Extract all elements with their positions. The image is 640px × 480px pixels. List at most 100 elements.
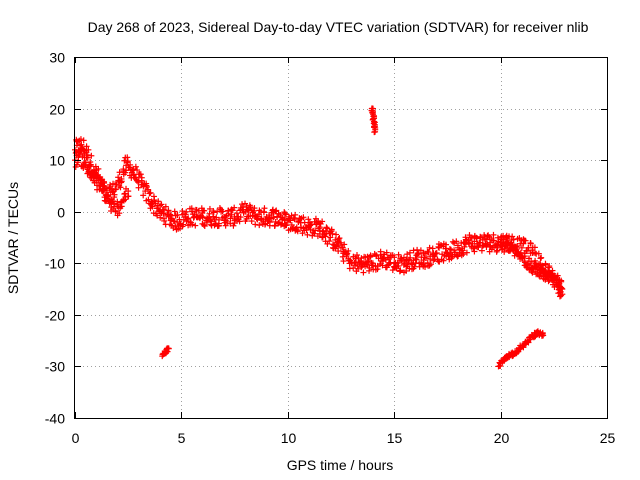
data-point — [542, 261, 549, 268]
y-tick-label: -10 — [45, 256, 65, 272]
data-point — [288, 221, 295, 228]
data-point — [125, 188, 132, 195]
data-point — [558, 285, 565, 292]
data-point — [147, 189, 154, 196]
data-point — [533, 264, 540, 271]
data-point — [121, 191, 128, 198]
data-point — [118, 178, 125, 185]
data-point — [227, 220, 234, 227]
data-point — [291, 216, 298, 223]
data-point — [283, 222, 290, 229]
data-point — [523, 248, 530, 255]
series-secondary-trace-late — [497, 235, 566, 300]
data-point — [490, 237, 497, 244]
data-point — [242, 200, 249, 207]
data-point — [455, 253, 462, 260]
data-points — [72, 105, 566, 370]
data-point — [145, 186, 152, 193]
data-point — [125, 193, 132, 200]
data-point — [95, 165, 102, 172]
data-point — [273, 207, 280, 214]
data-point — [192, 222, 199, 229]
data-point — [513, 246, 520, 253]
data-point — [525, 339, 532, 346]
data-point — [290, 214, 297, 221]
data-point — [471, 248, 478, 255]
y-tick-label: -30 — [45, 359, 65, 375]
data-point — [369, 109, 376, 116]
data-point — [215, 220, 222, 227]
data-point — [426, 262, 433, 269]
data-point — [161, 217, 168, 224]
data-point — [210, 209, 217, 216]
data-point — [443, 249, 450, 256]
data-point — [86, 167, 93, 174]
series-secondary-trace-early — [72, 147, 132, 219]
data-point — [394, 259, 401, 266]
data-point — [237, 214, 244, 221]
data-point — [287, 217, 294, 224]
data-point — [224, 218, 231, 225]
chart-title: Day 268 of 2023, Sidereal Day-to-day VTE… — [88, 19, 589, 35]
data-point — [88, 152, 95, 159]
data-point — [77, 136, 84, 143]
data-point — [115, 174, 122, 181]
data-point — [158, 201, 165, 208]
data-point — [341, 241, 348, 248]
data-point — [429, 245, 436, 252]
data-point — [183, 208, 190, 215]
data-point — [227, 215, 234, 222]
data-point — [424, 248, 431, 255]
data-point — [77, 148, 84, 155]
data-point — [91, 169, 98, 176]
x-tick-label: 25 — [600, 430, 616, 446]
data-point — [350, 265, 357, 272]
data-point — [261, 205, 268, 212]
data-point — [206, 205, 213, 212]
data-point — [184, 216, 191, 223]
data-point — [360, 269, 367, 276]
axis-ticks: 0 5 10 15 20 25 30 20 10 0 -10 -20 -30 -40 — [45, 50, 616, 447]
data-point — [559, 291, 566, 298]
data-point — [231, 204, 238, 211]
data-point — [453, 238, 460, 245]
data-point — [124, 159, 131, 166]
data-point — [84, 151, 91, 158]
data-point — [236, 218, 243, 225]
y-tick-label: 20 — [49, 102, 65, 118]
y-tick-label: -20 — [45, 308, 65, 324]
data-point — [459, 247, 466, 254]
data-point — [258, 215, 265, 222]
data-point — [336, 235, 343, 242]
data-point — [532, 263, 539, 270]
data-point — [345, 247, 352, 254]
series-outlier-high — [368, 105, 379, 136]
data-point — [536, 272, 543, 279]
data-point — [143, 183, 150, 190]
data-point — [127, 161, 134, 168]
data-point — [422, 263, 429, 270]
x-tick-label: 10 — [281, 430, 297, 446]
data-point — [537, 255, 544, 262]
data-point — [366, 267, 373, 274]
data-point — [372, 128, 379, 135]
data-point — [292, 211, 299, 218]
data-point — [460, 251, 467, 258]
y-tick-label: 0 — [57, 205, 65, 221]
data-point — [301, 219, 308, 226]
data-point — [343, 251, 350, 258]
data-point — [252, 221, 259, 228]
data-point — [335, 248, 342, 255]
data-point — [539, 265, 546, 272]
data-point — [138, 177, 145, 184]
data-point — [406, 249, 413, 256]
data-point — [527, 240, 534, 247]
data-point — [542, 268, 549, 275]
data-point — [116, 210, 123, 217]
data-point — [443, 241, 450, 248]
data-point — [222, 222, 229, 229]
data-point — [199, 214, 206, 221]
data-point — [294, 228, 301, 235]
data-point — [228, 211, 235, 218]
data-point — [82, 159, 89, 166]
